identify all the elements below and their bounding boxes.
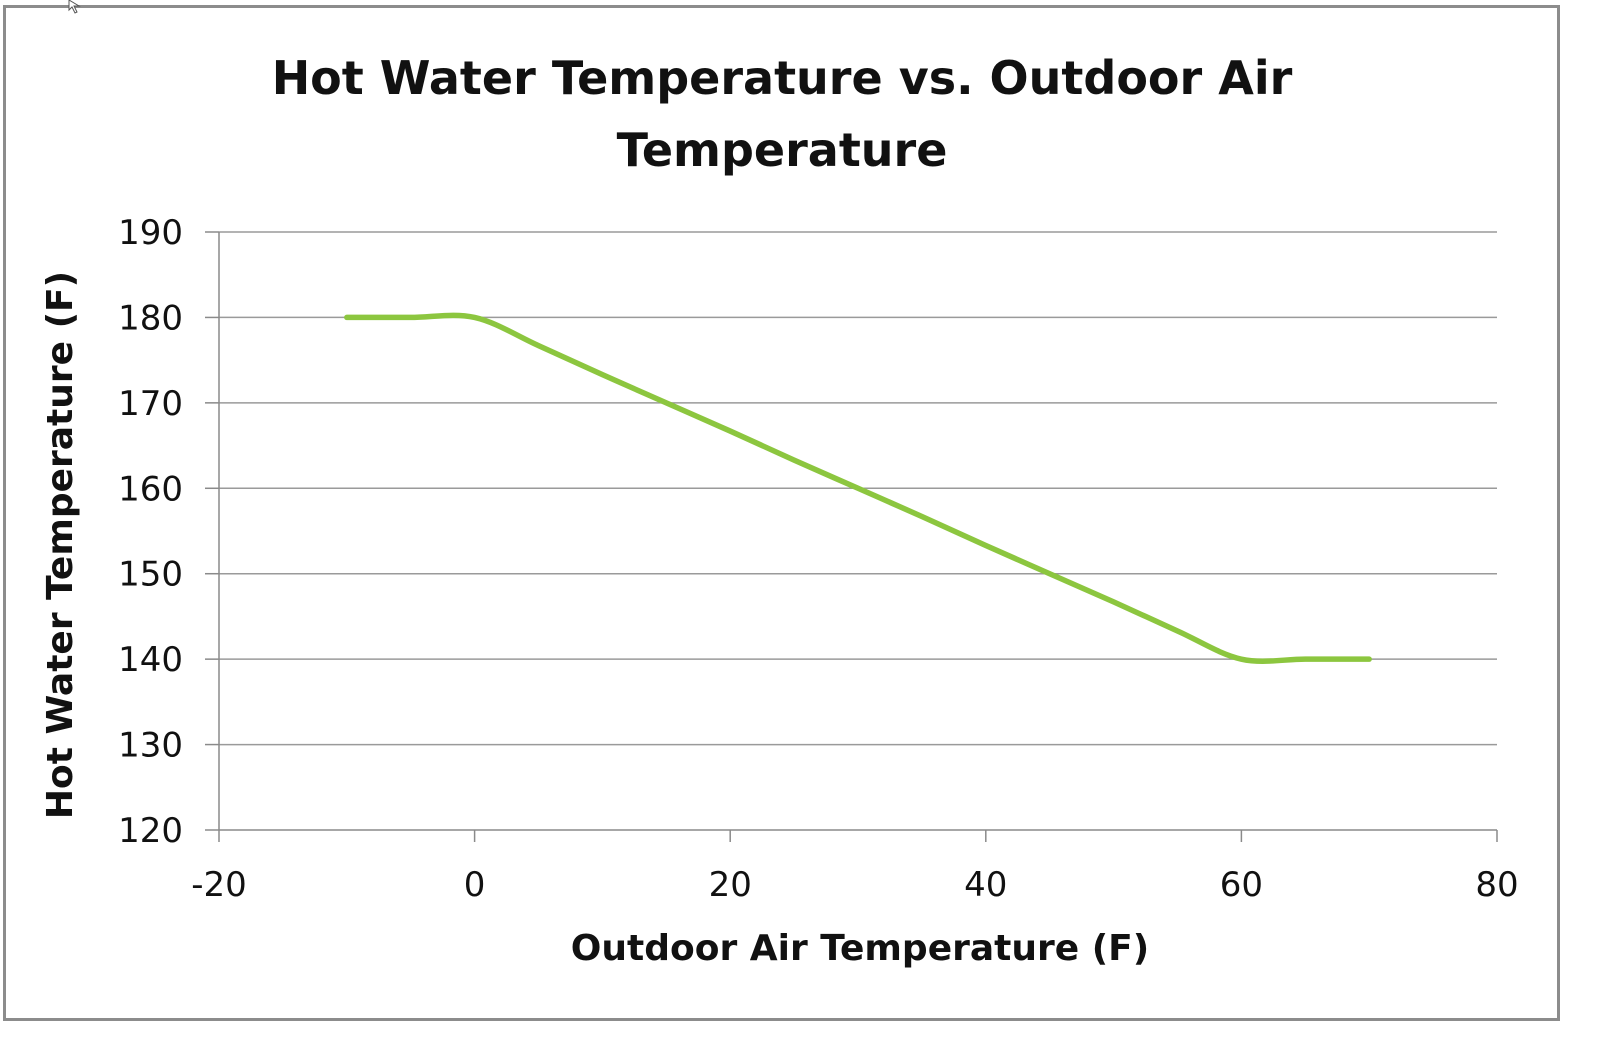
chart-title-line-2: Temperature	[617, 123, 948, 177]
x-tick-label: 0	[464, 865, 486, 905]
y-tick-label: 130	[118, 726, 183, 766]
chart-title-line-1: Hot Water Temperature vs. Outdoor Air	[272, 51, 1293, 105]
y-tick-label: 160	[118, 469, 183, 509]
y-tick-label: 140	[118, 640, 183, 680]
y-tick-label: 150	[118, 555, 183, 595]
tick-labels: 120 130 140 150 160 170 180 190 -20 0 20 40 60 80	[118, 213, 1519, 905]
y-tick-label: 190	[118, 213, 183, 253]
y-tick-label: 120	[118, 811, 183, 851]
x-tick-label: 80	[1475, 865, 1518, 905]
y-tick-label: 170	[118, 384, 183, 424]
y-tick-label: 180	[118, 298, 183, 338]
mouse-cursor-icon	[68, 0, 81, 14]
series-layer	[344, 312, 1372, 664]
x-tick-label: 20	[709, 865, 752, 905]
x-axis-title: Outdoor Air Temperature (F)	[571, 928, 1149, 969]
chart-frame	[3, 5, 1560, 1021]
x-tick-label: 60	[1220, 865, 1263, 905]
series-line-0	[344, 312, 1372, 664]
x-tick-label: 40	[964, 865, 1007, 905]
y-axis-title: Hot Water Temperature (F)	[40, 271, 81, 819]
axes	[205, 231, 1498, 842]
x-tick-label: -20	[191, 865, 247, 905]
